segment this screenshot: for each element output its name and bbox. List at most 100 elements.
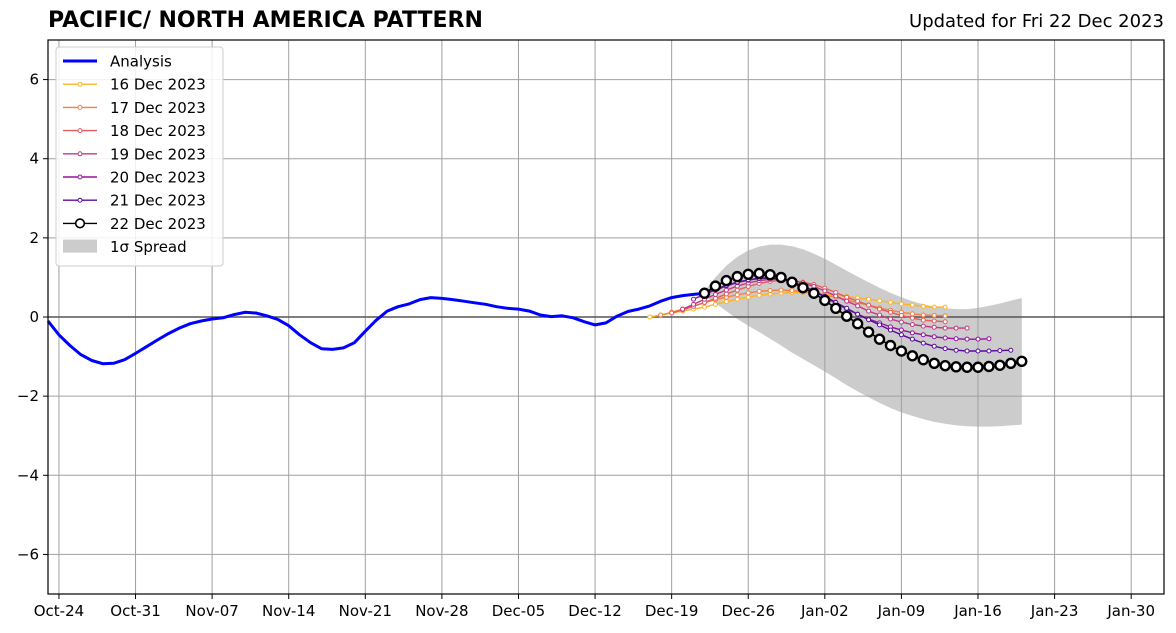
forecast-point	[931, 304, 937, 310]
x-tick-label: Jan-09	[877, 602, 926, 620]
forecast-point	[877, 298, 883, 304]
forecast-point	[986, 336, 992, 342]
forecast-point	[887, 316, 893, 322]
forecast-point	[920, 323, 926, 329]
current-forecast-point	[917, 354, 929, 366]
legend-label: 17 Dec 2023	[110, 99, 206, 117]
chart-legend: Analysis 16 Dec 2023 17 Dec 2023 18 Dec 202…	[55, 46, 224, 267]
current-forecast-point	[884, 339, 897, 352]
legend-item: Analysis	[63, 53, 172, 71]
current-forecast-point	[939, 359, 951, 372]
forecast-point	[712, 291, 718, 297]
legend-label: 22 Dec 2023	[110, 215, 206, 233]
forecast-point	[701, 304, 707, 310]
forecast-point	[931, 343, 937, 349]
legend-marker	[77, 174, 83, 180]
forecast-point	[898, 327, 904, 333]
forecast-point	[931, 334, 937, 340]
legend-swatch	[63, 239, 97, 253]
forecast-line	[649, 291, 946, 318]
forecast-point	[877, 312, 883, 318]
legend-item: 17 Dec 2023	[63, 99, 206, 117]
legend-marker	[77, 104, 83, 110]
x-tick-label: Oct-24	[34, 602, 84, 620]
current-forecast-point	[873, 333, 886, 345]
current-forecast-point	[851, 318, 864, 330]
x-tick-label: Nov-07	[185, 602, 238, 620]
forecast-point	[844, 305, 850, 311]
forecast-point	[789, 287, 795, 293]
forecast-point	[942, 325, 948, 331]
x-tick-label: Dec-19	[645, 602, 699, 620]
forecast-point	[909, 322, 915, 328]
forecast-point	[920, 317, 926, 323]
legend-marker	[77, 128, 83, 134]
x-tick-label: Dec-05	[492, 602, 546, 620]
legend-label: 20 Dec 2023	[110, 169, 206, 187]
current-forecast-point	[775, 271, 787, 284]
forecast-point	[734, 296, 740, 302]
forecast-point	[855, 303, 861, 309]
forecast-point	[942, 335, 948, 341]
legend-label: 19 Dec 2023	[110, 145, 206, 163]
grid-layer	[48, 40, 1164, 594]
current-forecast-point	[950, 361, 962, 373]
forecast-point	[898, 312, 904, 318]
current-forecast-point	[698, 287, 711, 299]
current-forecast-point	[983, 360, 995, 373]
current-forecast-point	[830, 302, 842, 314]
x-tick-label: Jan-30	[1106, 602, 1155, 620]
legend-label: 16 Dec 2023	[110, 76, 206, 94]
forecast-point	[887, 309, 893, 315]
legend-label: Analysis	[110, 53, 172, 71]
current-forecast-point	[1005, 357, 1017, 369]
legend-item: 20 Dec 2023	[63, 169, 206, 187]
forecast-point	[909, 336, 915, 342]
y-tick-label: −6	[17, 545, 39, 563]
y-tick-label: 4	[29, 150, 39, 168]
forecast-point	[745, 290, 751, 296]
forecast-point	[920, 332, 926, 338]
analysis-layer	[46, 291, 705, 366]
plot-frame	[47, 39, 1165, 595]
forecast-point	[712, 301, 718, 307]
forecast-point	[942, 304, 948, 310]
current-forecast-point	[808, 287, 820, 299]
current-forecast-point	[972, 361, 984, 373]
forecast-point	[767, 287, 773, 293]
forecast-point	[877, 322, 883, 328]
forecast-point	[975, 336, 981, 342]
forecast-point	[723, 287, 729, 293]
x-tick-label: Jan-16	[953, 602, 1002, 620]
legend-item: 22 Dec 2023	[63, 215, 206, 233]
current-forecast-point	[720, 274, 733, 287]
legend-marker	[74, 218, 86, 229]
current-forecast-point	[862, 326, 875, 338]
x-tick-label: Jan-02	[800, 602, 849, 620]
forecast-point	[734, 287, 740, 293]
forecast-point	[833, 293, 839, 299]
current-forecast-point	[895, 345, 908, 357]
chart-title: PACIFIC/ NORTH AMERICA PATTERN	[48, 8, 483, 33]
forecast-point	[866, 317, 872, 323]
current-forecast-layer	[698, 267, 1028, 373]
analysis-line	[46, 291, 705, 366]
forecast-point	[942, 313, 948, 319]
forecast-point	[942, 346, 948, 352]
current-forecast-point	[1016, 355, 1028, 368]
legend-item: 19 Dec 2023	[63, 145, 206, 163]
forecast-point	[953, 336, 959, 342]
current-forecast-point	[906, 350, 919, 362]
forecast-point	[986, 348, 992, 354]
forecast-point	[931, 318, 937, 324]
forecast-point	[855, 298, 861, 304]
legend-item: 21 Dec 2023	[63, 192, 206, 210]
y-tick-label: 2	[29, 229, 39, 247]
forecast-point	[723, 291, 729, 297]
forecast-point	[866, 308, 872, 314]
current-forecast-point	[731, 270, 743, 283]
y-tick-label: −4	[17, 466, 39, 484]
forecast-point	[931, 312, 937, 318]
forecast-point	[822, 288, 828, 294]
forecast-point	[723, 299, 729, 305]
